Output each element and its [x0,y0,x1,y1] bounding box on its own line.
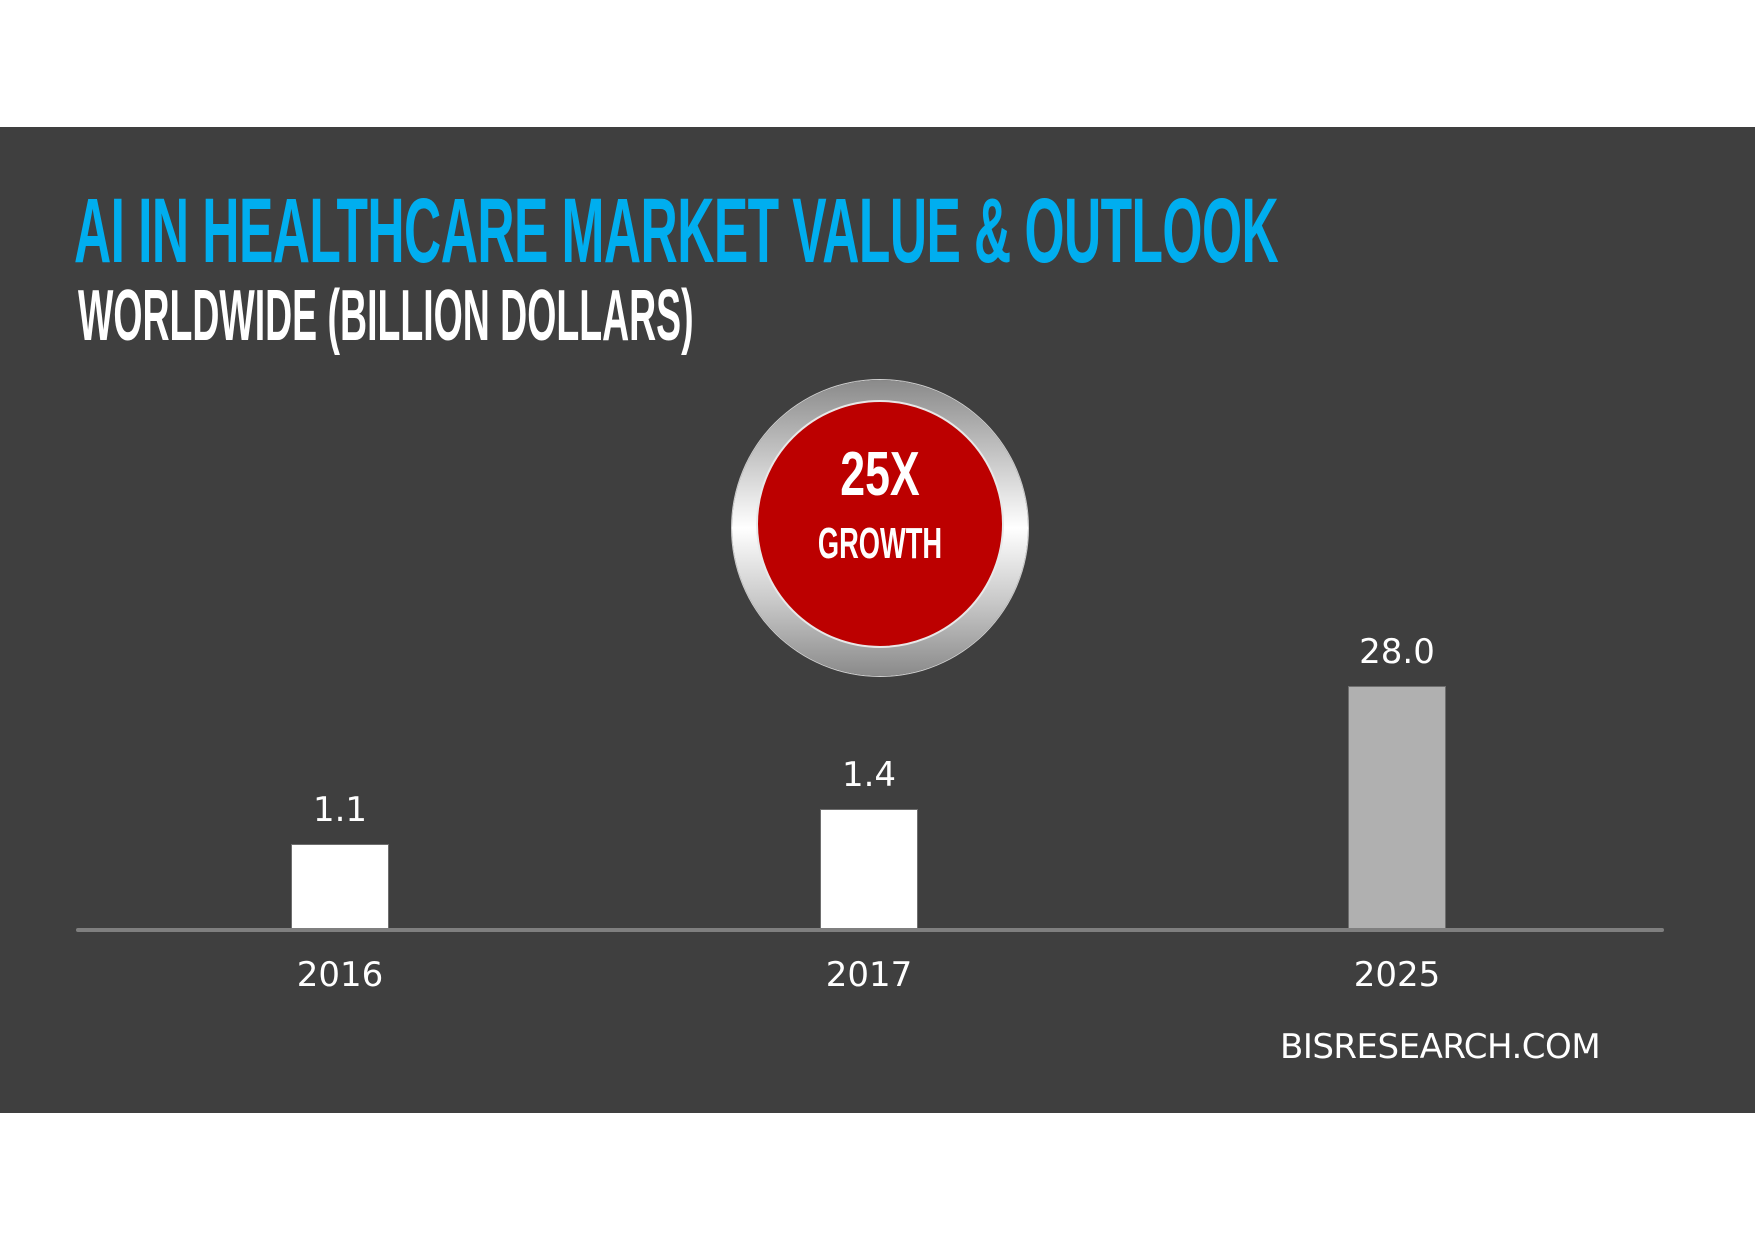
bar-2025 [1348,686,1446,929]
chart-subtitle: WORLDWIDE (BILLION DOLLARS) [78,276,694,356]
bar-2017 [820,809,918,929]
x-axis-label: 2025 [1353,955,1441,995]
source-credit: BISRESEARCH.COM [1280,1027,1601,1067]
bar-value-label: 28.0 [1359,632,1435,672]
x-axis-label: 2016 [296,955,384,995]
bar-value-label: 1.1 [312,790,368,830]
growth-value: 25X [840,440,920,509]
growth-badge-inner: 25X GROWTH [756,400,1004,648]
bar-value-label: 1.4 [841,755,897,795]
growth-badge: 25X GROWTH [732,380,1028,676]
x-axis-line [76,928,1664,932]
bar-2016 [291,844,389,929]
chart-title: AI IN HEALTHCARE MARKET VALUE & OUTLOOK [74,180,1279,282]
x-axis-label: 2017 [825,955,913,995]
growth-label: GROWTH [817,519,943,568]
